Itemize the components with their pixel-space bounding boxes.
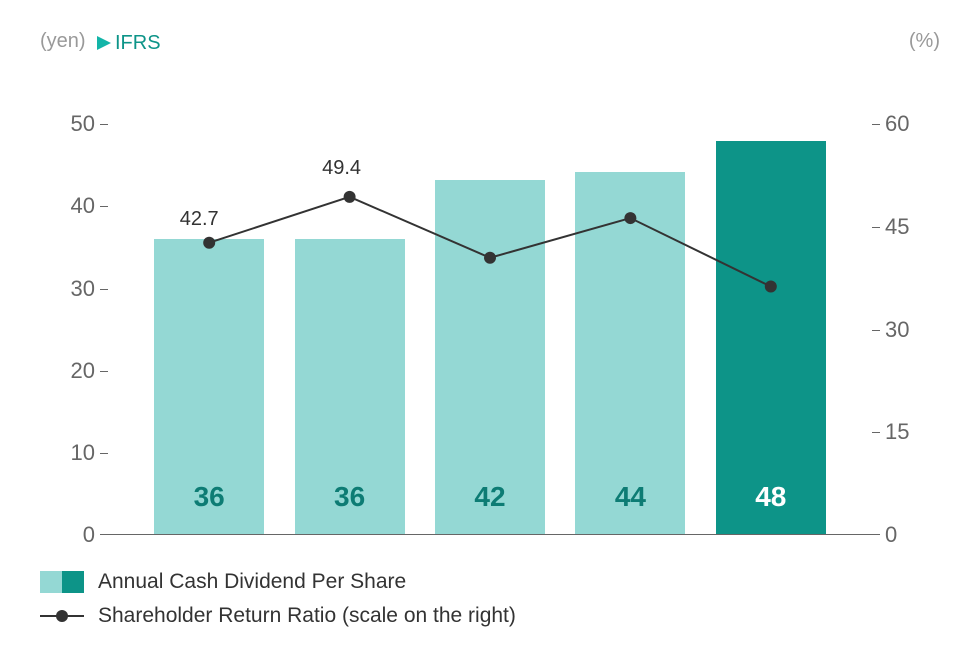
y-left-tick-label: 30 [71, 276, 95, 302]
line-marker [203, 237, 215, 249]
y-left-tick-label: 10 [71, 440, 95, 466]
line-layer [100, 75, 880, 535]
y-left-tick-label: 0 [83, 522, 95, 548]
legend-line-marker-icon [40, 605, 84, 627]
y-right-tick-label: 30 [885, 317, 909, 343]
y-right-tick-label: 15 [885, 419, 909, 445]
y-left-tick-label: 50 [71, 111, 95, 137]
y-right-tick-label: 60 [885, 111, 909, 137]
chart-container: (yen) IFRS (%) 0 10 20 30 40 50 0 15 30 45 60 363… [0, 0, 980, 663]
ifrs-arrow-icon [95, 34, 113, 57]
line-marker [344, 191, 356, 203]
plot-area: 3636424448 42.749.440.546.336.3 [100, 75, 880, 535]
legend-item-line: Shareholder Return Ratio (scale on the r… [40, 604, 516, 628]
line-marker [484, 252, 496, 264]
legend-label-line: Shareholder Return Ratio (scale on the r… [98, 604, 516, 628]
y-right-tick-label: 0 [885, 522, 897, 548]
ifrs-label: IFRS [115, 32, 161, 55]
y-axis-left: 01020304050 [40, 75, 95, 535]
y-left-unit-label: (yen) [40, 30, 86, 53]
y-left-tick-label: 40 [71, 193, 95, 219]
line-marker [765, 281, 777, 293]
y-right-tick-label: 45 [885, 214, 909, 240]
legend-item-bars: Annual Cash Dividend Per Share [40, 570, 516, 594]
y-axis-right: 015304560 [885, 75, 940, 535]
y-right-unit-label: (%) [909, 30, 940, 53]
y-left-tick-label: 20 [71, 358, 95, 384]
legend-label-bars: Annual Cash Dividend Per Share [98, 570, 406, 594]
line-series [209, 197, 771, 287]
x-axis-baseline [100, 534, 880, 535]
legend-swatch-pair-icon [40, 571, 84, 593]
line-marker [624, 212, 636, 224]
legend: Annual Cash Dividend Per Share Sharehold… [40, 570, 516, 638]
